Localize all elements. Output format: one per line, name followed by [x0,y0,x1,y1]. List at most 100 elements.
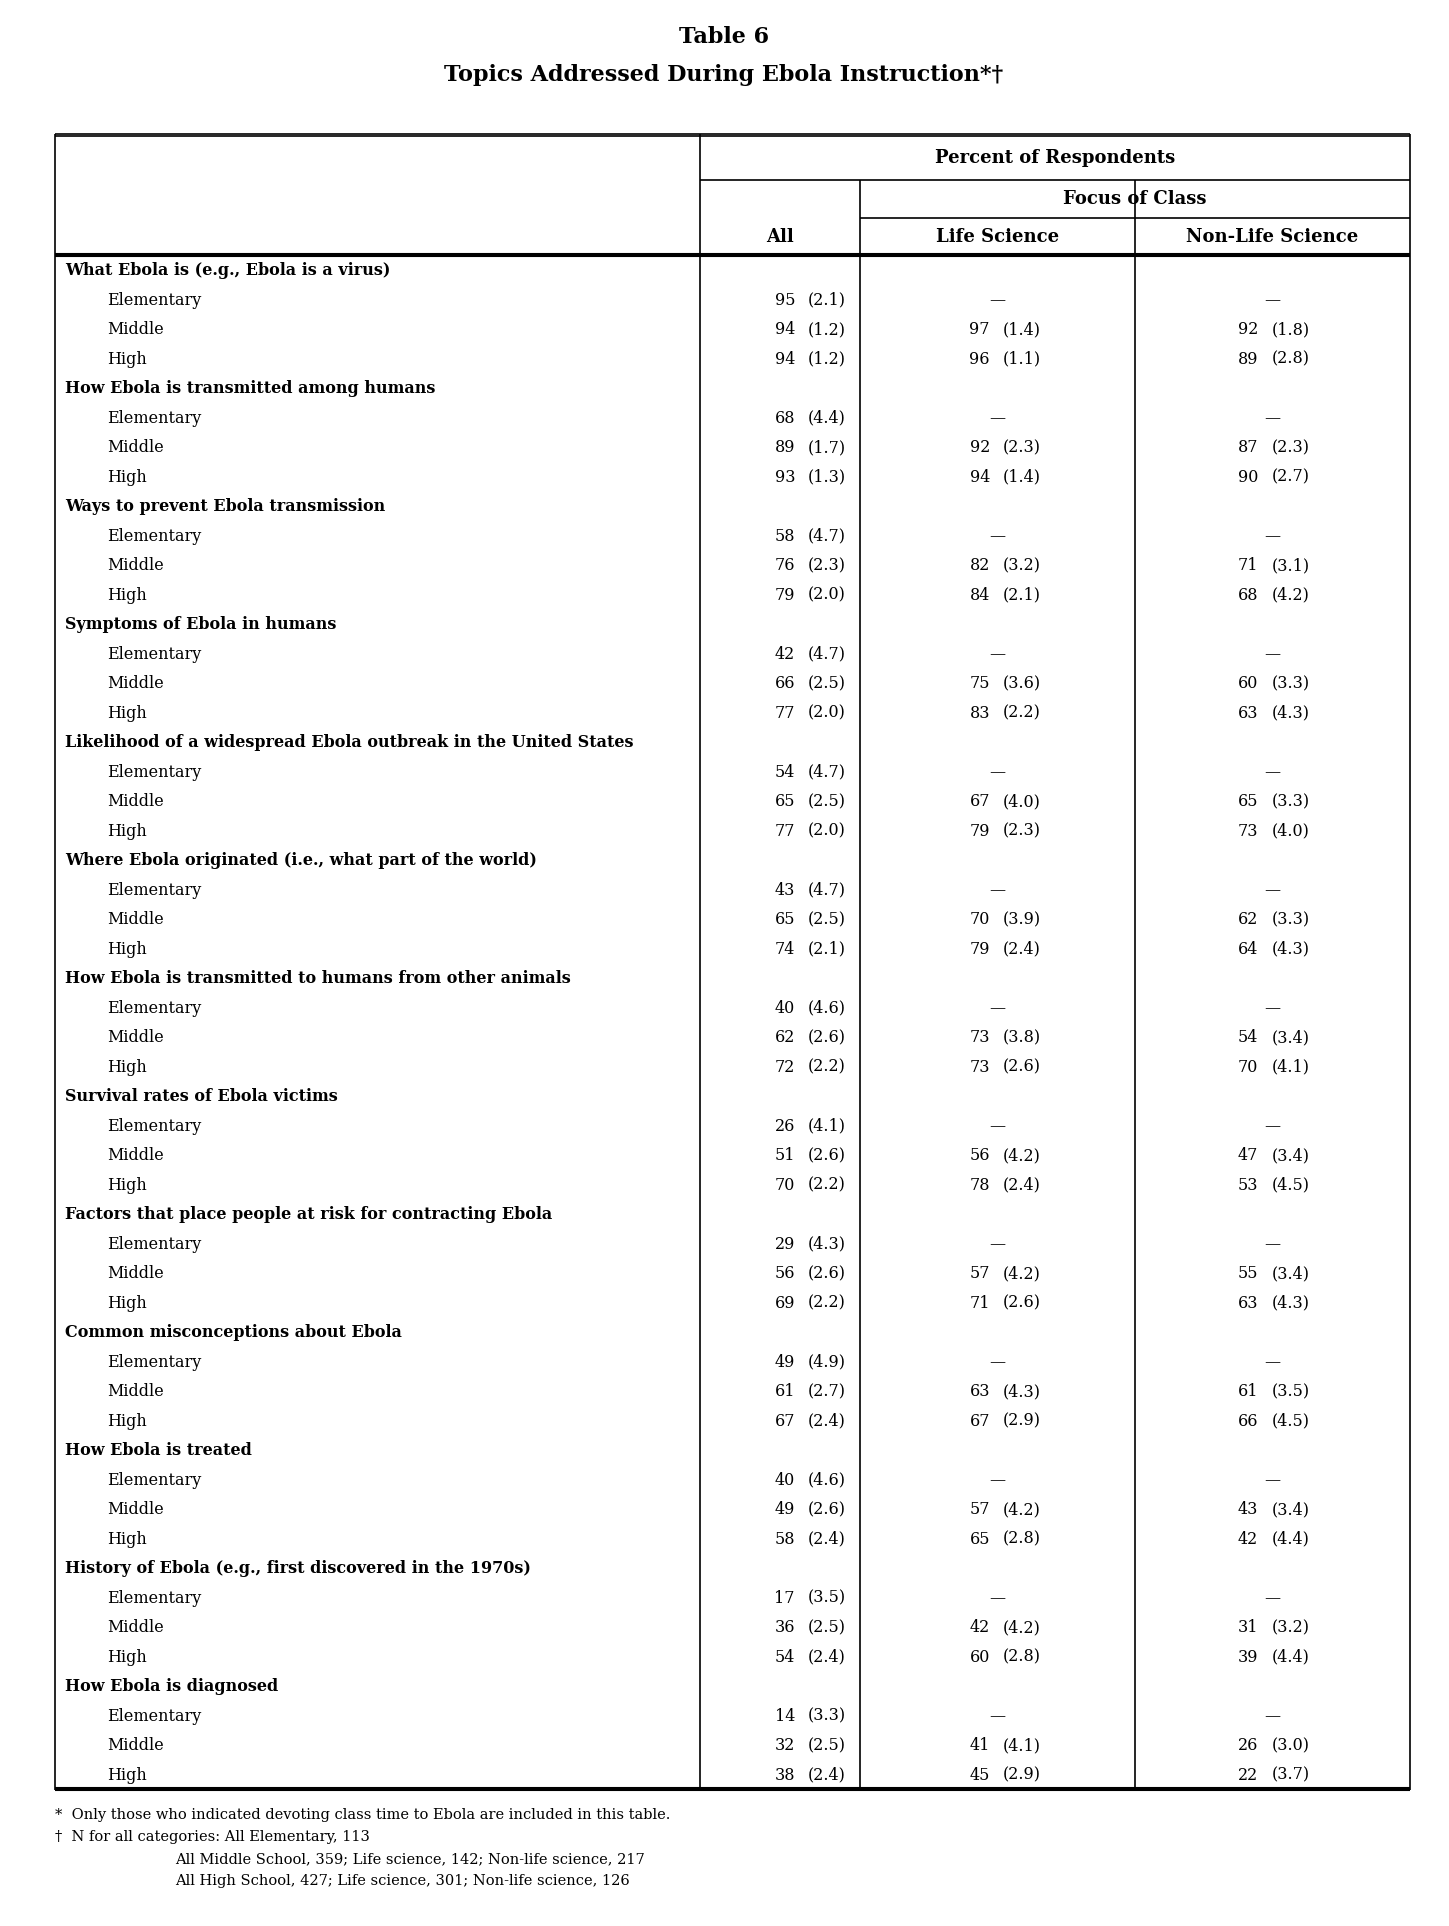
Text: (3.4): (3.4) [1272,1500,1310,1518]
Text: 73: 73 [1237,822,1258,840]
Text: (2.8): (2.8) [1003,1531,1040,1549]
Text: (2.2): (2.2) [809,1059,846,1077]
Text: (1.4): (1.4) [1003,468,1040,485]
Text: 54: 54 [775,765,796,780]
Text: 29: 29 [775,1236,796,1252]
Text: 66: 66 [775,676,796,691]
Text: Elementary: Elementary [107,645,201,663]
Text: 42: 42 [775,645,796,663]
Text: 64: 64 [1237,940,1258,957]
Text: (4.2): (4.2) [1003,1148,1040,1163]
Text: 53: 53 [1237,1177,1258,1194]
Text: 67: 67 [969,794,990,811]
Text: 76: 76 [775,557,796,574]
Text: 77: 77 [775,705,796,722]
Text: Where Ebola originated (i.e., what part of the world): Where Ebola originated (i.e., what part … [65,851,538,869]
Text: Common misconceptions about Ebola: Common misconceptions about Ebola [65,1325,401,1340]
Text: Elementary: Elementary [107,1589,201,1606]
Text: Middle: Middle [107,439,164,456]
Text: 94: 94 [969,468,990,485]
Text: —: — [1265,645,1281,663]
Text: Middle: Middle [107,1500,164,1518]
Text: (3.4): (3.4) [1272,1148,1310,1163]
Text: 79: 79 [969,822,990,840]
Text: —: — [1265,765,1281,780]
Text: (3.9): (3.9) [1003,911,1042,928]
Text: Middle: Middle [107,794,164,811]
Text: (4.2): (4.2) [1003,1265,1040,1283]
Text: Table 6: Table 6 [680,25,769,48]
Text: —: — [1265,1000,1281,1017]
Text: Elementary: Elementary [107,291,201,308]
Text: Elementary: Elementary [107,1000,201,1017]
Text: 49: 49 [775,1354,796,1371]
Text: High: High [107,705,146,722]
Text: (3.2): (3.2) [1003,557,1040,574]
Text: 42: 42 [969,1620,990,1637]
Text: (2.3): (2.3) [1003,822,1040,840]
Text: 93: 93 [775,468,796,485]
Text: 74: 74 [775,940,796,957]
Text: 89: 89 [1237,351,1258,368]
Text: High: High [107,822,146,840]
Text: 41: 41 [969,1737,990,1755]
Text: —: — [990,1117,1006,1134]
Text: (2.1): (2.1) [809,940,846,957]
Text: (1.1): (1.1) [1003,351,1042,368]
Text: —: — [990,765,1006,780]
Text: Middle: Middle [107,1620,164,1637]
Text: (4.0): (4.0) [1003,794,1040,811]
Text: Middle: Middle [107,1028,164,1046]
Text: 65: 65 [1237,794,1258,811]
Text: (4.3): (4.3) [1003,1383,1040,1400]
Text: †  N for all categories: All Elementary, 113: † N for all categories: All Elementary, … [55,1830,369,1843]
Text: 22: 22 [1237,1766,1258,1783]
Text: 94: 94 [775,322,796,339]
Text: (4.2): (4.2) [1003,1500,1040,1518]
Text: 65: 65 [775,911,796,928]
Text: (4.1): (4.1) [809,1117,846,1134]
Text: (3.3): (3.3) [809,1708,846,1726]
Text: (2.4): (2.4) [809,1414,846,1429]
Text: Elementary: Elementary [107,1708,201,1726]
Text: 69: 69 [775,1294,796,1312]
Text: 68: 68 [1237,587,1258,603]
Text: (2.4): (2.4) [809,1766,846,1783]
Text: 63: 63 [1237,705,1258,722]
Text: 54: 54 [775,1649,796,1666]
Text: 66: 66 [1237,1414,1258,1429]
Text: 51: 51 [775,1148,796,1163]
Text: All: All [767,227,794,247]
Text: Survival rates of Ebola victims: Survival rates of Ebola victims [65,1088,338,1106]
Text: (2.2): (2.2) [1003,705,1040,722]
Text: 32: 32 [775,1737,796,1755]
Text: 84: 84 [969,587,990,603]
Text: (4.5): (4.5) [1272,1414,1310,1429]
Text: Topics Addressed During Ebola Instruction*†: Topics Addressed During Ebola Instructio… [445,64,1004,87]
Text: (4.5): (4.5) [1272,1177,1310,1194]
Text: (2.6): (2.6) [809,1265,846,1283]
Text: 87: 87 [1237,439,1258,456]
Text: 62: 62 [1237,911,1258,928]
Text: 38: 38 [775,1766,796,1783]
Text: 42: 42 [1237,1531,1258,1549]
Text: 96: 96 [969,351,990,368]
Text: High: High [107,1294,146,1312]
Text: Middle: Middle [107,557,164,574]
Text: (2.7): (2.7) [809,1383,846,1400]
Text: High: High [107,1414,146,1429]
Text: (2.9): (2.9) [1003,1766,1040,1783]
Text: 75: 75 [969,676,990,691]
Text: How Ebola is treated: How Ebola is treated [65,1443,252,1460]
Text: —: — [1265,410,1281,428]
Text: Elementary: Elementary [107,765,201,780]
Text: (1.8): (1.8) [1272,322,1310,339]
Text: (2.8): (2.8) [1272,351,1310,368]
Text: (2.4): (2.4) [1003,940,1040,957]
Text: 83: 83 [969,705,990,722]
Text: 78: 78 [969,1177,990,1194]
Text: (2.4): (2.4) [1003,1177,1040,1194]
Text: 63: 63 [1237,1294,1258,1312]
Text: (2.2): (2.2) [809,1294,846,1312]
Text: (3.4): (3.4) [1272,1028,1310,1046]
